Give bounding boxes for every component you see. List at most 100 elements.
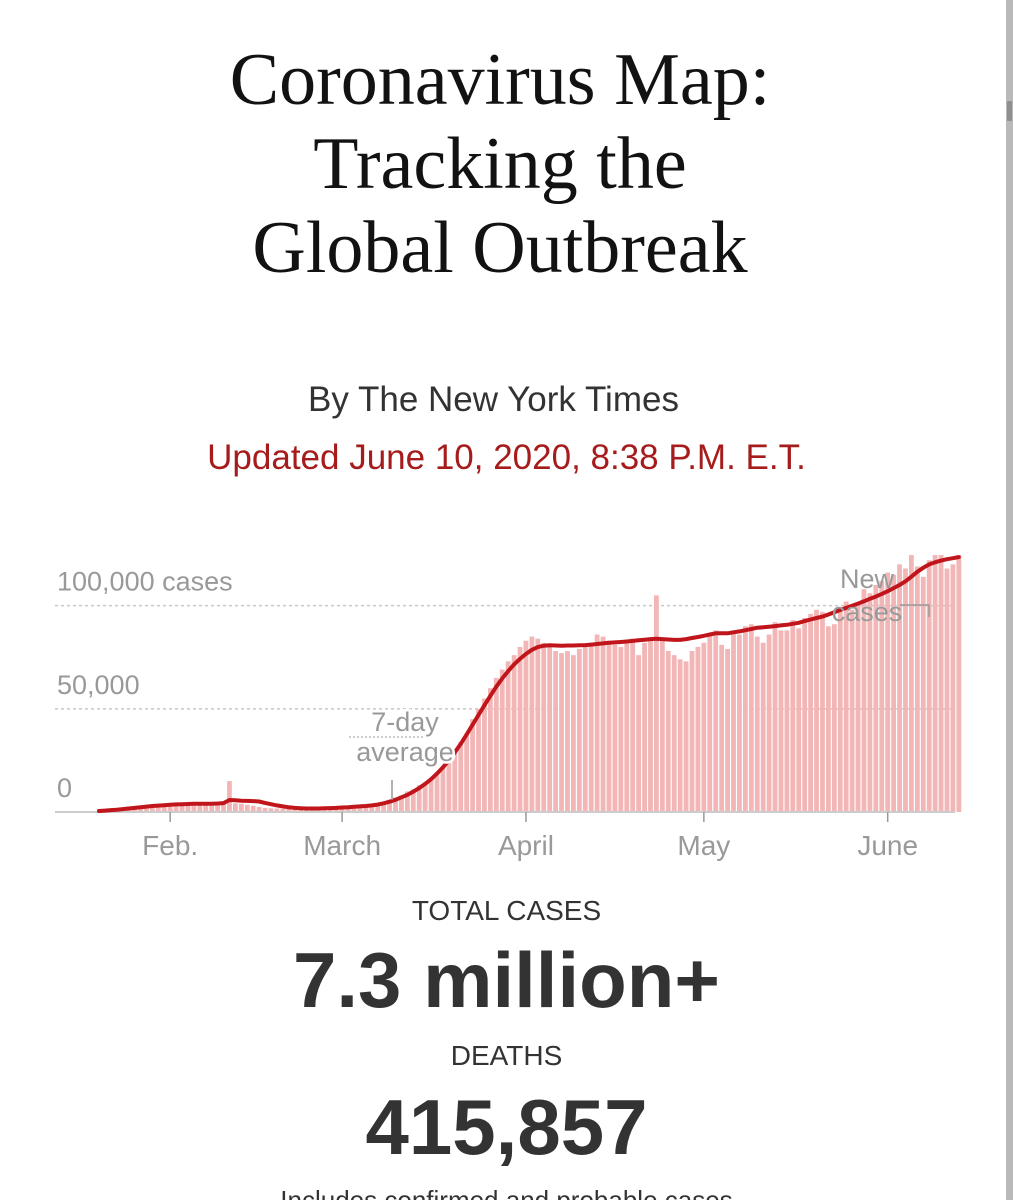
bar-new-cases bbox=[227, 781, 232, 812]
bar-new-cases bbox=[173, 804, 179, 812]
bar-new-cases bbox=[760, 642, 766, 812]
bar-new-cases bbox=[790, 620, 796, 812]
y-tick-label: 0 bbox=[57, 773, 72, 803]
bar-new-cases bbox=[363, 805, 369, 812]
bar-new-cases bbox=[642, 642, 647, 812]
x-tick-label: April bbox=[498, 830, 554, 861]
bar-new-cases bbox=[410, 789, 416, 812]
bar-new-cases bbox=[831, 624, 837, 812]
bar-new-cases bbox=[600, 636, 606, 812]
screen-edge-bar bbox=[1006, 0, 1013, 1200]
bar-new-cases bbox=[944, 568, 950, 812]
bar-new-cases bbox=[434, 774, 440, 812]
bar-new-cases bbox=[215, 802, 220, 812]
bar-new-cases bbox=[588, 642, 594, 812]
bar-new-cases bbox=[618, 646, 624, 812]
bar-new-cases bbox=[446, 758, 452, 812]
bar-new-cases bbox=[499, 669, 505, 812]
bar-new-cases bbox=[766, 634, 772, 812]
bar-new-cases bbox=[671, 655, 677, 812]
bar-new-cases bbox=[452, 750, 458, 812]
bar-new-cases bbox=[381, 801, 387, 812]
headline-line-3: Global Outbreak bbox=[252, 207, 748, 289]
bar-new-cases bbox=[849, 609, 855, 812]
bar-new-cases bbox=[594, 634, 600, 812]
cut-off-caption: Includes confirmed and probable cases bbox=[0, 1186, 1013, 1200]
x-tick-label: June bbox=[857, 830, 918, 861]
bar-new-cases bbox=[345, 806, 351, 812]
updated-timestamp: Updated June 10, 2020, 8:38 P.M. E.T. bbox=[207, 438, 806, 477]
bar-new-cases bbox=[369, 804, 375, 812]
bar-new-cases bbox=[701, 642, 707, 812]
y-tick-label: 100,000 cases bbox=[57, 567, 233, 597]
bar-new-cases bbox=[582, 646, 588, 812]
bar-new-cases bbox=[197, 803, 203, 812]
bar-new-cases bbox=[244, 804, 250, 812]
bar-new-cases bbox=[719, 644, 725, 812]
bar-new-cases bbox=[357, 805, 363, 812]
bar-new-cases bbox=[606, 640, 612, 812]
bar-new-cases bbox=[493, 677, 499, 812]
bar-new-cases bbox=[161, 804, 167, 812]
bar-new-cases bbox=[476, 708, 481, 812]
x-tick-label: March bbox=[303, 830, 381, 861]
bar-new-cases bbox=[909, 555, 914, 812]
annotation-seven-day-label: 7-day bbox=[371, 707, 439, 737]
bar-new-cases bbox=[387, 799, 392, 812]
bar-new-cases bbox=[553, 651, 559, 812]
bar-new-cases bbox=[636, 655, 642, 812]
bar-new-cases bbox=[422, 783, 428, 812]
annotation-new-cases-pointer bbox=[900, 604, 930, 617]
bar-new-cases bbox=[238, 803, 244, 812]
bar-new-cases bbox=[576, 648, 582, 812]
bar-new-cases bbox=[298, 808, 304, 812]
bar-new-cases bbox=[784, 630, 790, 812]
bar-new-cases bbox=[203, 804, 209, 812]
bar-new-cases bbox=[796, 628, 802, 812]
bar-new-cases bbox=[505, 661, 511, 812]
x-tick-label: May bbox=[677, 830, 730, 861]
cases-chart: 100,000 cases 50,000 0 Feb. March April May Jun… bbox=[55, 555, 962, 861]
bar-new-cases bbox=[855, 605, 861, 812]
bar-new-cases bbox=[820, 611, 825, 812]
bar-new-cases bbox=[695, 646, 701, 812]
bar-new-cases bbox=[535, 638, 541, 812]
bar-new-cases bbox=[470, 719, 475, 812]
bar-new-cases bbox=[487, 688, 493, 812]
bar-new-cases bbox=[932, 555, 938, 812]
bar-new-cases bbox=[351, 806, 357, 812]
bar-new-cases bbox=[612, 644, 618, 812]
bar-new-cases bbox=[814, 609, 819, 812]
bar-new-cases bbox=[837, 607, 843, 812]
bar-new-cases bbox=[891, 574, 897, 812]
bar-new-cases bbox=[517, 646, 523, 812]
bar-new-cases bbox=[707, 634, 713, 812]
bar-new-cases bbox=[416, 785, 422, 812]
x-tick-label: Feb. bbox=[142, 830, 198, 861]
bar-new-cases bbox=[737, 634, 742, 812]
bar-new-cases bbox=[659, 638, 665, 812]
deaths-label: DEATHS bbox=[450, 1040, 563, 1071]
bar-new-cases bbox=[280, 808, 286, 812]
bar-new-cases bbox=[482, 698, 487, 812]
bar-new-cases bbox=[232, 803, 238, 812]
bar-new-cases bbox=[185, 803, 191, 812]
bar-new-cases bbox=[274, 808, 280, 812]
bar-new-cases bbox=[867, 593, 873, 812]
bar-new-cases bbox=[713, 630, 719, 812]
total-cases-value: 7.3 million+ bbox=[293, 936, 720, 1024]
byline: By The New York Times bbox=[308, 380, 679, 419]
headline-line-2: Tracking the bbox=[313, 123, 687, 205]
bar-new-cases bbox=[808, 613, 813, 812]
headline-line-1: Coronavirus Map: bbox=[229, 39, 771, 121]
bar-new-cases bbox=[920, 576, 926, 812]
bar-new-cases bbox=[167, 804, 173, 812]
bar-new-cases bbox=[523, 640, 529, 812]
bar-new-cases bbox=[950, 564, 956, 812]
bar-new-cases bbox=[428, 778, 434, 812]
bar-new-cases bbox=[903, 568, 908, 812]
bar-new-cases bbox=[725, 648, 730, 812]
bar-new-cases bbox=[885, 572, 891, 812]
annotation-seven-day-label: average bbox=[356, 737, 454, 767]
bar-new-cases bbox=[404, 791, 410, 812]
